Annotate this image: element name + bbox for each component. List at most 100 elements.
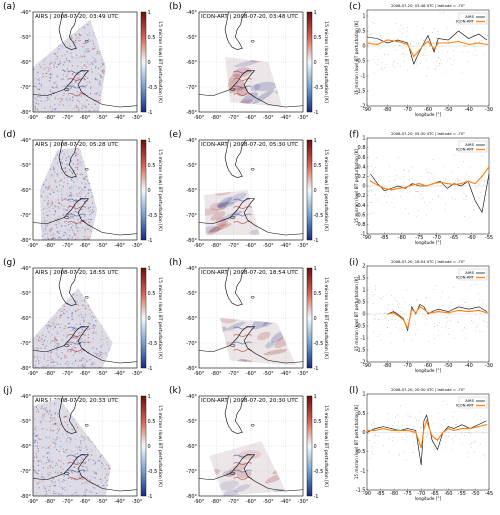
colorbar bbox=[306, 395, 313, 497]
icon-art-point bbox=[406, 43, 409, 46]
colorbar-tick-label: 0.5 bbox=[148, 291, 156, 297]
icon-art-point bbox=[366, 42, 368, 44]
colorbar-tick-label: 0.5 bbox=[314, 291, 322, 297]
icon-art-point bbox=[474, 182, 476, 185]
x-tick-label: -60 bbox=[424, 107, 432, 113]
lon-tick-label: -70° bbox=[228, 499, 239, 505]
colorbar-label: 15 micron (low) BT perturbation [K] bbox=[323, 21, 329, 103]
lon-tick-label: -40° bbox=[114, 371, 125, 377]
icon-art-point bbox=[436, 439, 439, 441]
map-panel-icon-art: (k)ICON-ART | 2008-07-20, 20:30 UTC-40°-… bbox=[169, 386, 329, 505]
lat-tick-label: -50° bbox=[20, 35, 31, 41]
icon-art-point bbox=[376, 184, 379, 186]
lat-tick-label: -40° bbox=[186, 266, 197, 272]
x-tick-label: -85 bbox=[380, 235, 388, 241]
colorbar-tick-label: 0 bbox=[314, 316, 317, 322]
icon-art-point bbox=[404, 186, 407, 189]
lat-tick-label: -80° bbox=[20, 110, 31, 116]
data-swath bbox=[33, 288, 113, 368]
icon-art-point bbox=[411, 308, 413, 310]
icon-art-point bbox=[457, 309, 460, 312]
map-panel-airs: (d)AIRS | 2008-07-20, 05:28 UTC-40°-50°-… bbox=[3, 130, 163, 249]
legend-label: ICON-ART bbox=[456, 403, 475, 408]
coastline-outline bbox=[198, 267, 304, 364]
lon-tick-label: -40° bbox=[280, 115, 291, 121]
icon-art-point bbox=[425, 185, 427, 187]
panel-letter: (g) bbox=[3, 258, 16, 268]
series-line-airs bbox=[387, 303, 488, 331]
icon-art-point bbox=[425, 420, 428, 422]
lat-tick-label: -60° bbox=[20, 60, 31, 66]
y-tick-label: 0.4 bbox=[358, 164, 366, 170]
lat-tick-label: -40° bbox=[20, 266, 31, 272]
y-tick-label: -1 bbox=[361, 468, 366, 474]
lon-tick-label: -50° bbox=[97, 115, 108, 121]
lon-tick-label: -60° bbox=[80, 499, 91, 505]
x-tick-label: -70 bbox=[433, 235, 441, 241]
y-tick-label: -0.5 bbox=[356, 324, 366, 330]
series-line-icon-art bbox=[366, 39, 488, 58]
icon-art-point bbox=[415, 312, 417, 314]
icon-art-point bbox=[467, 43, 470, 46]
lat-tick-label: -80° bbox=[186, 366, 197, 372]
lon-tick-label: -50° bbox=[97, 499, 108, 505]
icon-art-point bbox=[461, 427, 463, 430]
y-tick-label: 0 bbox=[362, 184, 365, 190]
line-plot-frame bbox=[366, 393, 490, 491]
colorbar-tick-label: -1 bbox=[314, 494, 319, 500]
lon-tick-label: -50° bbox=[97, 371, 108, 377]
colorbar-tick-label: 0.5 bbox=[314, 35, 322, 41]
panel-title: ICON-ART | 2008-07-20, 18:54 UTC bbox=[201, 270, 298, 276]
lon-tick-label: -90° bbox=[28, 371, 39, 377]
map-frame bbox=[32, 267, 138, 369]
lon-tick-label: -50° bbox=[97, 243, 108, 249]
x-tick-label: -80 bbox=[383, 363, 391, 369]
lon-tick-label: -60° bbox=[246, 499, 257, 505]
icon-art-point bbox=[423, 308, 425, 310]
panel-letter: (l) bbox=[349, 386, 359, 396]
lon-tick-label: -80° bbox=[45, 371, 56, 377]
icon-art-point bbox=[390, 189, 393, 191]
x-tick-label: -90 bbox=[363, 363, 371, 369]
lon-tick-label: -90° bbox=[194, 371, 205, 377]
colorbar-tick-label: -1 bbox=[148, 110, 153, 116]
map-frame bbox=[32, 395, 138, 497]
lat-tick-label: -40° bbox=[20, 138, 31, 144]
legend bbox=[458, 268, 488, 281]
data-swath bbox=[39, 147, 98, 240]
colorbar-tick-label: -0.5 bbox=[148, 85, 158, 91]
colorbar-tick-label: 0.5 bbox=[148, 35, 156, 41]
y-tick-label: 1 bbox=[362, 392, 365, 398]
map-panel-icon-art: (h)ICON-ART | 2008-07-20, 18:54 UTC-40°-… bbox=[169, 258, 329, 377]
map-panel-airs: (a)AIRS | 2008-07-20, 03:49 UTC-40°-50°-… bbox=[3, 2, 163, 121]
lat-tick-label: -70° bbox=[186, 85, 197, 91]
lon-tick-label: -80° bbox=[45, 115, 56, 121]
x-tick-label: -80 bbox=[398, 235, 406, 241]
x-tick-label: -70 bbox=[404, 107, 412, 113]
x-tick-label: -40 bbox=[465, 107, 473, 113]
x-tick-label: -90 bbox=[363, 491, 371, 497]
lon-tick-label: -50° bbox=[263, 499, 274, 505]
icon-art-point bbox=[406, 429, 409, 432]
lat-tick-label: -50° bbox=[186, 419, 197, 425]
y-tick-label: 0.8 bbox=[358, 145, 366, 151]
lon-tick-label: -80° bbox=[45, 243, 56, 249]
lon-tick-label: -90° bbox=[194, 499, 205, 505]
lat-tick-label: -80° bbox=[20, 366, 31, 372]
lat-tick-label: -50° bbox=[20, 163, 31, 169]
line-plot-title: 2008-07-20, 05:30 UTC | latitude = -70° bbox=[391, 132, 465, 136]
colorbar-label: 15 micron (low) BT perturbation [K] bbox=[157, 405, 163, 487]
colorbar-tick-label: 0 bbox=[148, 316, 151, 322]
lon-tick-label: -70° bbox=[228, 371, 239, 377]
x-tick-label: -30 bbox=[485, 107, 493, 113]
colorbar bbox=[140, 11, 147, 113]
y-tick-label: 1 bbox=[362, 136, 365, 142]
panel-letter: (c) bbox=[349, 2, 361, 12]
data-swath bbox=[33, 19, 106, 112]
colorbar-tick-label: 1 bbox=[314, 394, 317, 400]
icon-art-point bbox=[417, 51, 419, 53]
lon-tick-label: -80° bbox=[211, 243, 222, 249]
lon-tick-label: -60° bbox=[80, 243, 91, 249]
lon-tick-label: -30° bbox=[132, 243, 143, 249]
icon-art-point bbox=[382, 427, 384, 430]
